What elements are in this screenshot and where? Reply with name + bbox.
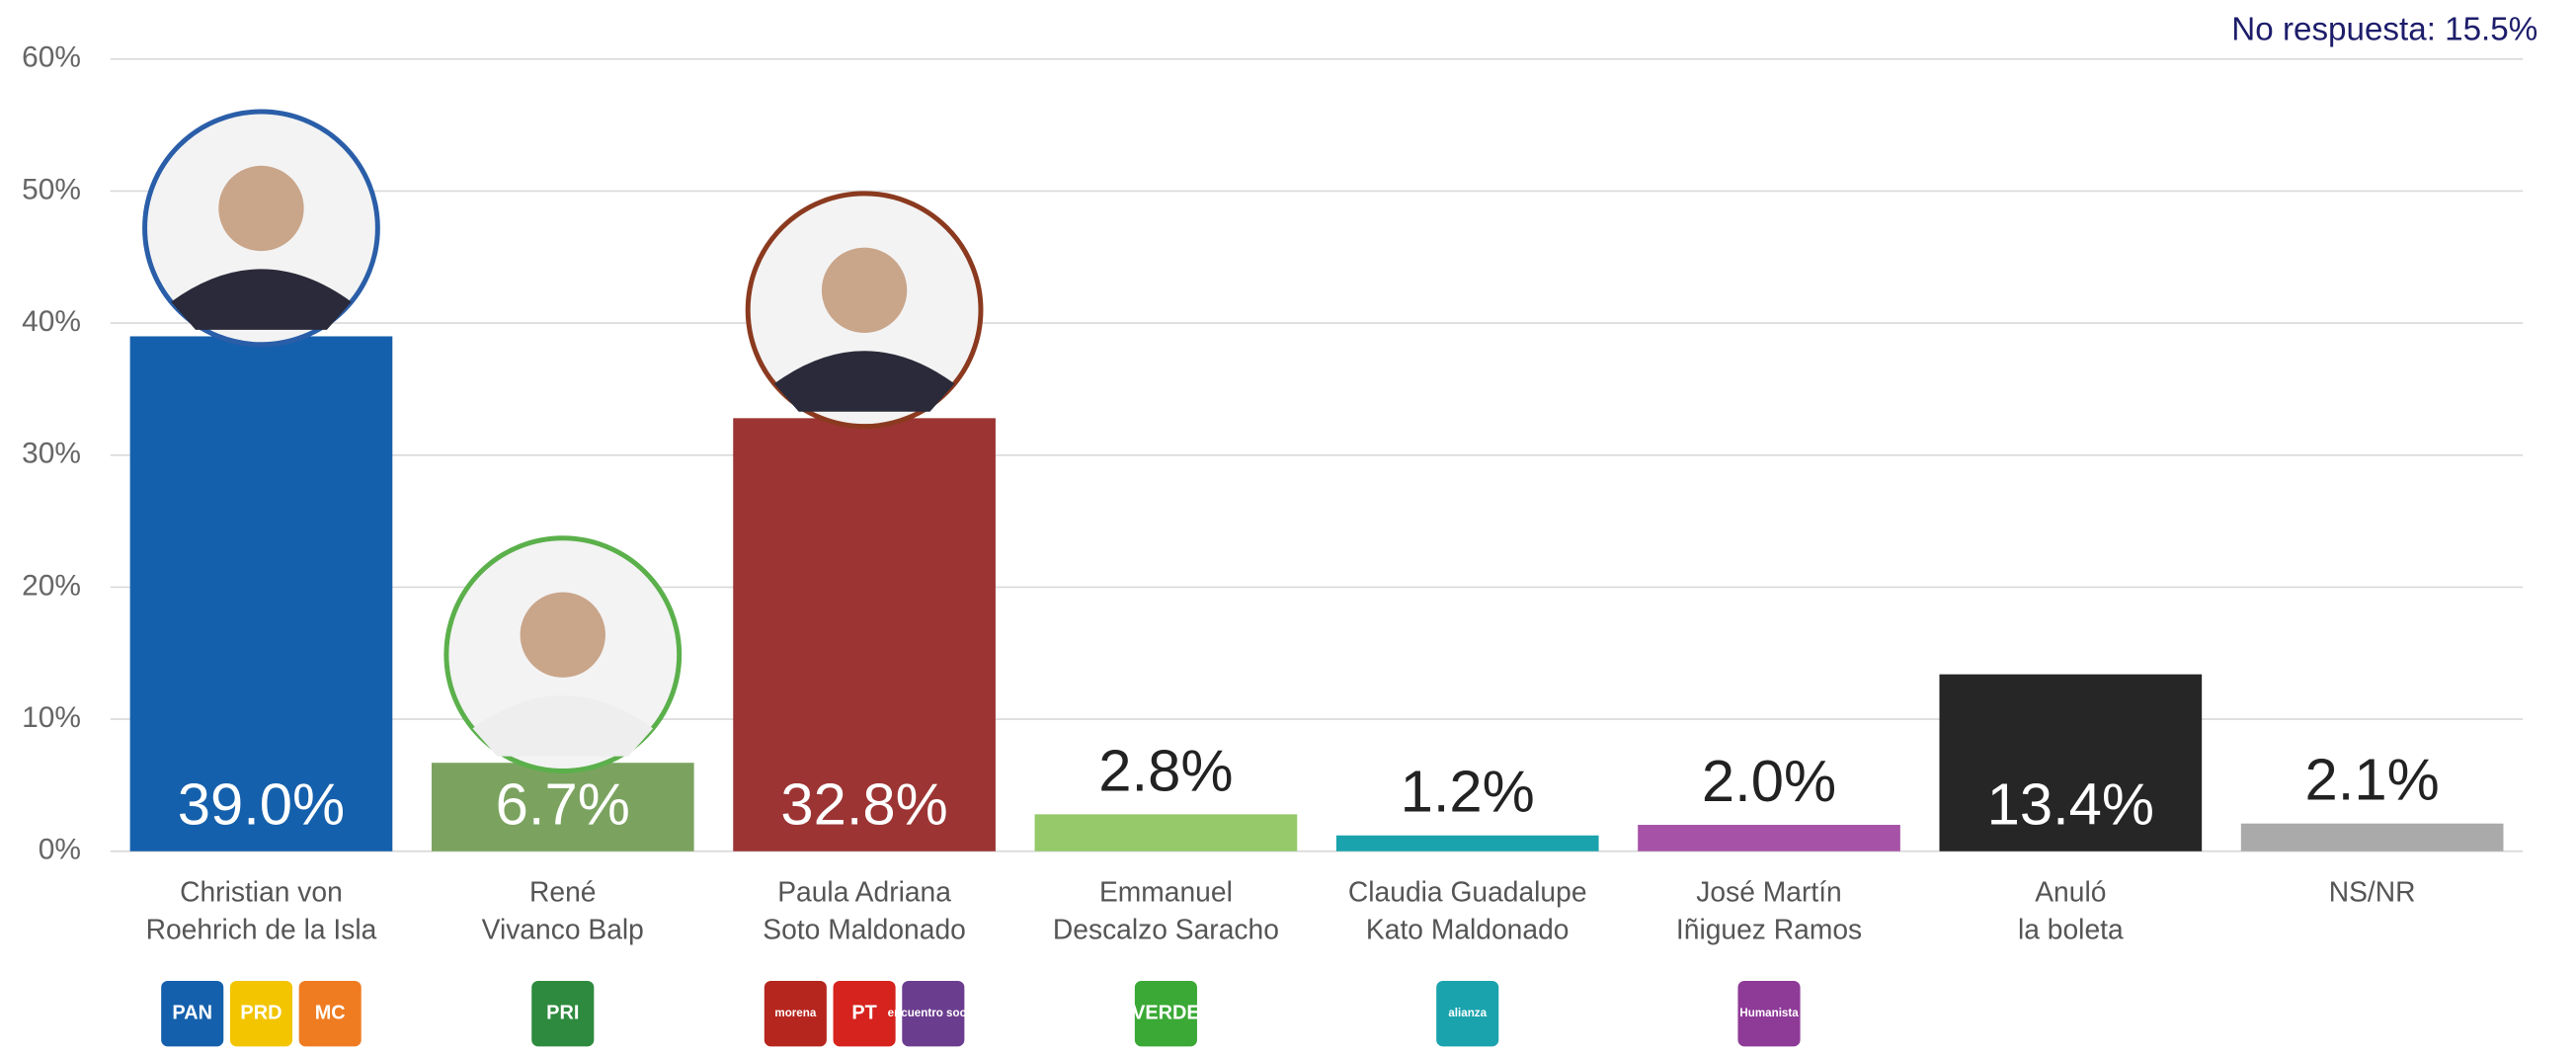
value-label: 1.2% <box>1401 759 1535 825</box>
x-tick-label: José Martín <box>1696 875 1841 907</box>
value-label: 39.0% <box>178 770 345 837</box>
value-label: 2.8% <box>1098 737 1233 803</box>
photo-head <box>520 592 605 678</box>
party-logo-text: PRD <box>240 1002 282 1023</box>
party-logo-text: PT <box>851 1002 876 1023</box>
x-tick-label: Vivanco Balp <box>482 914 644 945</box>
bar <box>1034 814 1298 851</box>
x-tick-label: Claudia Guadalupe <box>1348 875 1587 907</box>
party-logo-text: Humanista <box>1739 1007 1799 1019</box>
party-logo-text: morena <box>774 1007 816 1019</box>
y-tick-label: 0% <box>39 834 81 866</box>
x-tick-label: Anuló <box>2035 875 2106 907</box>
bar <box>1939 674 2203 851</box>
party-logo <box>531 980 595 1047</box>
x-tick-label: Iñiguez Ramos <box>1676 914 1862 945</box>
x-tick-label: Emmanuel <box>1099 875 1233 907</box>
x-tick-label: Descalzo Saracho <box>1053 914 1279 945</box>
y-tick-label: 60% <box>22 41 81 74</box>
bar <box>129 336 393 851</box>
party-logo-text: encuentro social <box>888 1007 979 1019</box>
photo-body <box>472 695 654 757</box>
x-tick-label: Christian von <box>180 875 343 907</box>
party-logo-text: alianza <box>1448 1007 1487 1019</box>
party-logo-text: PAN <box>172 1002 212 1023</box>
bar <box>2240 823 2504 851</box>
party-logo <box>229 980 293 1047</box>
x-tick-label: Paula Adriana <box>777 875 951 907</box>
y-tick-label: 30% <box>22 438 81 470</box>
y-tick-label: 10% <box>22 701 81 734</box>
photo-body <box>171 269 352 330</box>
photo-head <box>218 165 304 252</box>
bar <box>1335 835 1599 851</box>
value-label: 6.7% <box>496 770 630 837</box>
party-logo <box>1436 980 1499 1047</box>
photo-body <box>773 351 955 412</box>
party-logo <box>298 980 362 1047</box>
value-label: 13.4% <box>1987 770 2154 837</box>
value-label: 2.1% <box>2305 747 2440 813</box>
x-tick-label: René <box>529 875 596 907</box>
bar <box>431 763 694 851</box>
y-tick-label: 20% <box>22 569 81 602</box>
x-tick-label: la boleta <box>2018 914 2124 945</box>
y-tick-label: 50% <box>22 173 81 205</box>
party-logo <box>902 980 965 1047</box>
x-tick-label: Roehrich de la Isla <box>146 914 377 945</box>
x-tick-label: Soto Maldonado <box>763 914 966 945</box>
party-logo <box>161 980 224 1047</box>
party-logo-text: VERDE <box>1132 1002 1200 1023</box>
party-logo <box>1134 980 1197 1047</box>
party-logo <box>764 980 827 1047</box>
party-logo-text: PRI <box>546 1002 579 1023</box>
photo-head <box>821 247 908 334</box>
bar <box>1638 825 1900 851</box>
value-label: 2.0% <box>1702 748 1836 814</box>
bar <box>733 418 996 851</box>
party-logo <box>833 980 896 1047</box>
y-tick-label: 40% <box>22 305 81 338</box>
annotation: No respuesta: 15.5% <box>2231 11 2537 47</box>
x-tick-label: Kato Maldonado <box>1366 914 1570 945</box>
x-tick-label: NS/NR <box>2329 875 2416 907</box>
party-logo <box>1737 980 1801 1047</box>
party-logo-text: MC <box>315 1002 346 1023</box>
value-label: 32.8% <box>780 770 947 837</box>
